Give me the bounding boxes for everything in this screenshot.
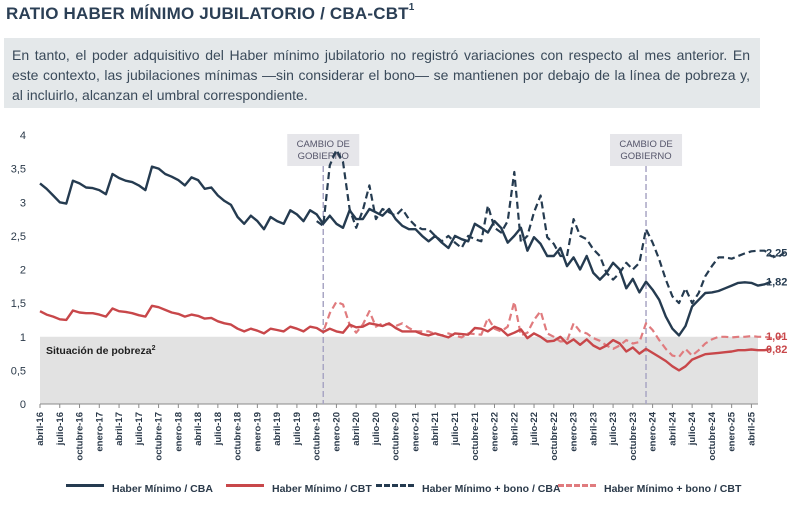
- x-tick-label: octubre-23: [628, 412, 639, 461]
- x-tick-label: julio-24: [687, 411, 698, 446]
- x-tick-label: julio-19: [292, 412, 303, 446]
- x-tick-label: enero-21: [410, 411, 421, 451]
- y-tick-label: 3: [20, 197, 26, 209]
- annotation-text: GOBIERNO: [298, 151, 349, 162]
- x-tick-label: enero-24: [648, 411, 659, 451]
- x-tick-label: abril-23: [588, 412, 599, 446]
- legend-label-cba: Haber Mínimo / CBA: [112, 483, 213, 495]
- x-tick-label: abril-24: [667, 411, 678, 446]
- x-tick-label: octubre-24: [707, 411, 718, 460]
- x-tick-label: enero-23: [569, 412, 580, 452]
- x-tick-label: octubre-18: [233, 412, 244, 461]
- y-tick-label: 4: [20, 130, 26, 142]
- series-line-0: [39, 165, 772, 337]
- legend-label-bono-cbt: Haber Mínimo + bono / CBT: [604, 483, 742, 495]
- end-value-label: 0,82: [766, 344, 787, 356]
- x-tick-label: julio-16: [55, 412, 66, 446]
- x-tick-label: julio-22: [529, 412, 540, 446]
- x-tick-label: abril-25: [746, 411, 757, 446]
- x-tick-label: julio-20: [371, 412, 382, 446]
- line-chart: Situación de pobreza2 0 0,5 1 1,5 2 2,5 3 3,5 4 ab…: [11, 130, 788, 461]
- end-value-label: 1,01: [766, 331, 787, 343]
- legend-label-cbt: Haber Mínimo / CBT: [272, 483, 372, 495]
- x-tick-label: octubre-20: [391, 412, 402, 461]
- x-tick-label: abril-17: [114, 412, 125, 446]
- y-tick-label: 2,5: [11, 231, 26, 243]
- x-tick-label: octubre-22: [549, 412, 560, 461]
- title-footnote-marker: 1: [408, 2, 415, 13]
- x-tick-label: abril-16: [35, 412, 46, 446]
- x-tick-label: julio-23: [608, 412, 619, 446]
- x-tick-label: abril-19: [272, 412, 283, 446]
- annotation-text: CAMBIO DE: [619, 139, 672, 150]
- y-tick-label: 0: [20, 399, 26, 411]
- poverty-zone-label: Situación de pobreza2: [46, 345, 156, 357]
- legend-swatch-bono-cba: [376, 484, 414, 487]
- x-tick-label: abril-21: [430, 411, 441, 446]
- chart-description: En tanto, el poder adquisitivo del Haber…: [12, 47, 750, 103]
- x-tick-label: octubre-21: [470, 411, 481, 460]
- legend-swatch-cbt: [226, 484, 264, 487]
- x-tick-label: enero-25: [727, 411, 738, 451]
- x-tick-label: enero-20: [331, 412, 342, 452]
- x-tick-label: enero-17: [94, 412, 105, 452]
- x-tick-label: enero-19: [252, 412, 263, 452]
- x-tick-label: julio-21: [450, 411, 461, 446]
- x-tick-label: abril-20: [351, 412, 362, 446]
- series-line-1: [39, 304, 772, 372]
- y-tick-label: 0,5: [11, 365, 26, 377]
- poverty-zone: [40, 336, 758, 404]
- x-tick-label: julio-17: [134, 412, 145, 446]
- chart-legend: Haber Mínimo / CBA Haber Mínimo / CBT Ha…: [0, 480, 790, 502]
- annotation-text: GOBIERNO: [620, 151, 671, 162]
- y-tick-label: 1,5: [11, 298, 26, 310]
- chart-title: RATIO HABER MÍNIMO JUBILATORIO / CBA-CBT…: [6, 2, 415, 23]
- end-value-label: 1,82: [766, 277, 787, 289]
- y-tick-label: 3,5: [11, 164, 26, 176]
- description-box: [4, 38, 760, 108]
- y-tick-label: 2: [20, 265, 26, 277]
- y-tick-label: 1: [20, 332, 26, 344]
- x-tick-label: enero-18: [173, 412, 184, 452]
- series-line-3: [316, 300, 785, 358]
- x-tick-label: julio-18: [213, 412, 224, 446]
- x-tick-label: enero-22: [490, 412, 501, 452]
- end-value-label: 2,25: [766, 248, 787, 260]
- x-tick-label: octubre-16: [75, 412, 86, 461]
- legend-swatch-bono-cbt: [558, 484, 596, 487]
- series-line-2: [316, 148, 785, 305]
- x-tick-label: abril-22: [509, 412, 520, 446]
- x-tick-label: octubre-19: [312, 412, 323, 461]
- annotation-box: [610, 134, 683, 166]
- legend-swatch-cba: [66, 484, 104, 487]
- annotation-text: CAMBIO DE: [297, 139, 350, 150]
- annotation-box: [287, 134, 360, 166]
- x-tick-label: abril-18: [193, 412, 204, 446]
- legend-label-bono-cba: Haber Mínimo + bono / CBA: [422, 483, 561, 495]
- x-tick-label: octubre-17: [154, 412, 165, 461]
